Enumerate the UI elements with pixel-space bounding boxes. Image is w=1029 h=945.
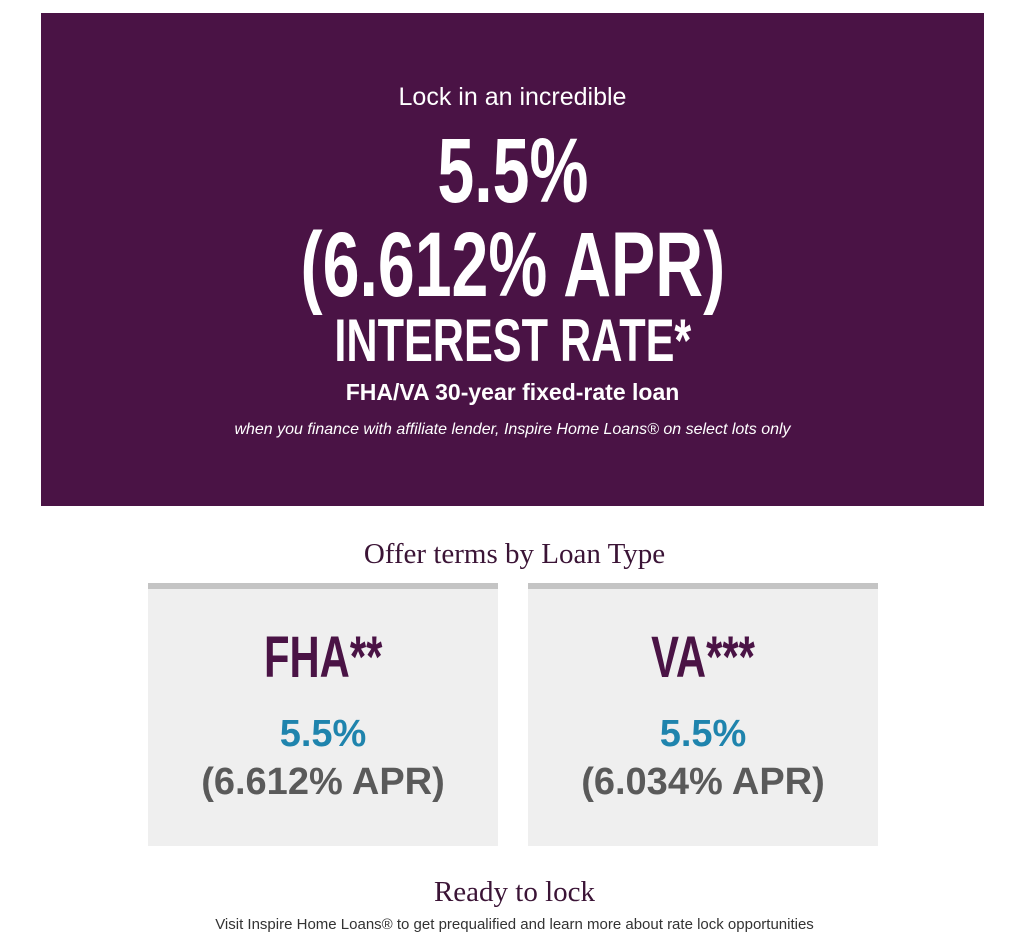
offer-card-va: VA*** 5.5% (6.034% APR) — [528, 583, 878, 846]
loan-rate: 5.5% — [659, 713, 747, 755]
ready-text: Visit Inspire Home Loans® to get prequal… — [215, 916, 814, 933]
banner-loan-type: FHA/VA 30-year fixed-rate loan — [345, 379, 680, 405]
banner-rate: 5.5% — [436, 120, 588, 222]
banner-lead: Lock in an incredible — [398, 83, 627, 111]
loan-type: VA*** — [651, 625, 755, 690]
promo-banner: Lock in an incredible 5.5% (6.612% APR) … — [41, 13, 984, 506]
loan-rate: 5.5% — [279, 713, 367, 755]
banner-apr: (6.612% APR) — [300, 214, 725, 316]
banner-label: INTEREST RATE* — [334, 307, 691, 374]
offer-card-fha: FHA** 5.5% (6.612% APR) — [148, 583, 498, 846]
ready-title: Ready to lock — [433, 876, 596, 908]
loan-type: FHA** — [263, 625, 383, 690]
banner-note: when you finance with affiliate lender, … — [234, 421, 791, 438]
loan-apr: (6.034% APR) — [581, 761, 825, 803]
loan-apr: (6.612% APR) — [201, 761, 445, 803]
offers-title: Offer terms by Loan Type — [363, 538, 666, 570]
